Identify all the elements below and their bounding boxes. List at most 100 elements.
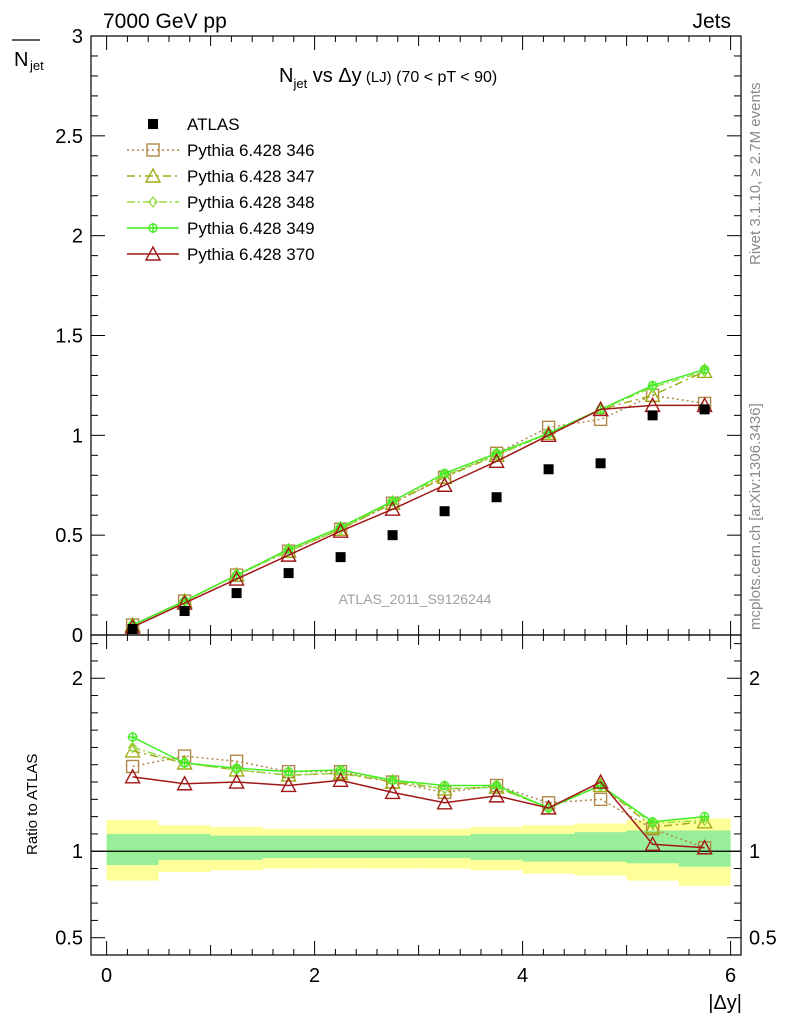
band-inner-1 xyxy=(158,833,211,860)
series-4-point-5 xyxy=(384,500,401,516)
series-line-4 xyxy=(132,404,705,628)
series-1-point-10 xyxy=(644,386,661,403)
y-tick-label-top: 0.5 xyxy=(55,525,83,547)
y-axis-label-ratio: Ratio to ATLAS xyxy=(24,754,41,855)
legend-label-3: Pythia 6.428 348 xyxy=(187,193,315,212)
plot-title: Njet vs Δy (LJ) (70 < pT < 90) xyxy=(279,65,497,91)
legend-marker-1 xyxy=(146,143,160,157)
band-inner-5 xyxy=(366,835,419,859)
band-inner-9 xyxy=(574,832,627,862)
ratio-4-point-10 xyxy=(644,835,661,851)
atlas-point-9 xyxy=(595,458,606,469)
ratio-4-point-4 xyxy=(332,771,349,787)
series-4-point-4 xyxy=(332,522,349,538)
ratio-2-point-11 xyxy=(699,814,710,827)
legend-marker-2 xyxy=(144,167,162,183)
atlas-point-7 xyxy=(491,492,502,503)
y-tick-label-top: 2 xyxy=(72,226,83,248)
mcplots-label: mcplots.cern.ch [arXiv:1306.3436] xyxy=(747,403,764,630)
legend-marker-3 xyxy=(148,195,158,209)
atlas-point-5 xyxy=(387,530,398,541)
atlas-point-6 xyxy=(439,506,450,517)
y-tick-label-top: 2.5 xyxy=(55,126,83,148)
header-energy: 7000 GeV pp xyxy=(103,10,227,33)
atlas-point-0 xyxy=(127,624,138,635)
rivet-version-label: Rivet 3.1.10, ≥ 2.7M events xyxy=(747,83,764,266)
band-inner-2 xyxy=(210,835,263,860)
ratio-4-point-11 xyxy=(696,839,713,855)
ratio-1-point-10 xyxy=(644,818,661,834)
svg-text:N: N xyxy=(14,49,28,71)
ratio-4-point-1 xyxy=(176,775,193,791)
legend-marker-0 xyxy=(148,119,158,129)
y-tick-label-ratio-right: 2 xyxy=(749,668,760,690)
ratio-2-point-4 xyxy=(335,767,346,780)
atlas-point-8 xyxy=(543,464,554,475)
ratio-4-point-9 xyxy=(592,773,609,789)
band-inner-0 xyxy=(106,833,159,866)
y-tick-label-ratio-right: 0.5 xyxy=(749,928,777,950)
ratio-0-point-9 xyxy=(593,792,608,807)
atlas-point-10 xyxy=(647,410,658,421)
series-4-point-3 xyxy=(280,546,297,562)
series-4-point-6 xyxy=(436,476,453,492)
y-tick-label-ratio-right: 1 xyxy=(749,841,760,863)
ratio-4-point-5 xyxy=(384,783,401,800)
atlas-point-1 xyxy=(179,606,190,617)
legend: ATLAS Pythia 6.428 346 Pythia 6.428 347 Pyt… xyxy=(127,115,315,264)
series-4-point-2 xyxy=(228,570,245,586)
header-process: Jets xyxy=(692,10,731,33)
x-axis-label: |Δy| xyxy=(708,992,742,1014)
y-tick-label-ratio: 2 xyxy=(72,668,83,690)
legend-label-4: Pythia 6.428 349 xyxy=(187,219,315,238)
ratio-2-point-3 xyxy=(283,769,294,782)
legend-marker-5 xyxy=(144,245,162,261)
band-inner-6 xyxy=(418,835,471,859)
y-tick-label-top: 1.5 xyxy=(55,326,83,348)
band-inner-3 xyxy=(262,835,315,859)
band-inner-11 xyxy=(678,830,731,867)
atlas-point-11 xyxy=(699,404,710,415)
ratio-line-1 xyxy=(132,750,705,828)
series-line-1 xyxy=(132,370,705,626)
series-4-point-8 xyxy=(540,426,557,443)
svg-text:jet: jet xyxy=(29,58,44,73)
legend-label-0: ATLAS xyxy=(187,115,240,134)
ratio-panel-series xyxy=(124,732,713,855)
svg-text:Njet vs Δy (LJ) (70 < pT < 90: Njet vs Δy (LJ) (70 < pT < 90) xyxy=(279,65,497,91)
x-tick-label: 6 xyxy=(725,965,736,987)
band-inner-7 xyxy=(470,833,523,860)
band-inner-4 xyxy=(314,835,367,859)
legend-label-5: Pythia 6.428 370 xyxy=(187,245,315,264)
y-axis-label-top: N jet xyxy=(12,39,44,73)
ratio-uncertainty-bands xyxy=(91,818,741,886)
y-tick-label-ratio: 0.5 xyxy=(55,928,83,950)
band-inner-8 xyxy=(522,833,575,862)
analysis-watermark: ATLAS_2011_S9126244 xyxy=(339,591,492,607)
ratio-4-point-2 xyxy=(228,773,245,789)
ratio-line-0 xyxy=(132,755,705,849)
series-line-3 xyxy=(132,368,705,626)
axis-ticks: 0 2 4 6 0 0.5 1 1.5 2 2.5 3 0.5 0.5 1 1 2 2 xyxy=(55,26,777,987)
y-tick-label-ratio: 1 xyxy=(72,841,83,863)
legend-label-1: Pythia 6.428 346 xyxy=(187,141,315,160)
series-4-point-7 xyxy=(488,452,505,468)
y-tick-label-top: 0 xyxy=(72,625,83,647)
ratio-4-point-6 xyxy=(436,794,453,810)
ratio-2-point-6 xyxy=(439,782,450,795)
top-panel-series xyxy=(124,362,713,635)
ratio-2-point-0 xyxy=(127,741,138,754)
ratio-4-point-8 xyxy=(540,799,557,815)
y-tick-label-top: 1 xyxy=(72,425,83,447)
atlas-point-2 xyxy=(231,588,242,599)
x-tick-label: 4 xyxy=(517,965,528,987)
atlas-point-4 xyxy=(335,552,346,563)
atlas-point-3 xyxy=(283,568,294,579)
ratio-1-point-0 xyxy=(124,742,141,758)
ratio-0-point-0 xyxy=(125,759,140,774)
y-tick-label-top: 3 xyxy=(72,26,83,48)
ratio-line-4 xyxy=(132,776,705,849)
ratio-4-point-7 xyxy=(488,787,505,803)
